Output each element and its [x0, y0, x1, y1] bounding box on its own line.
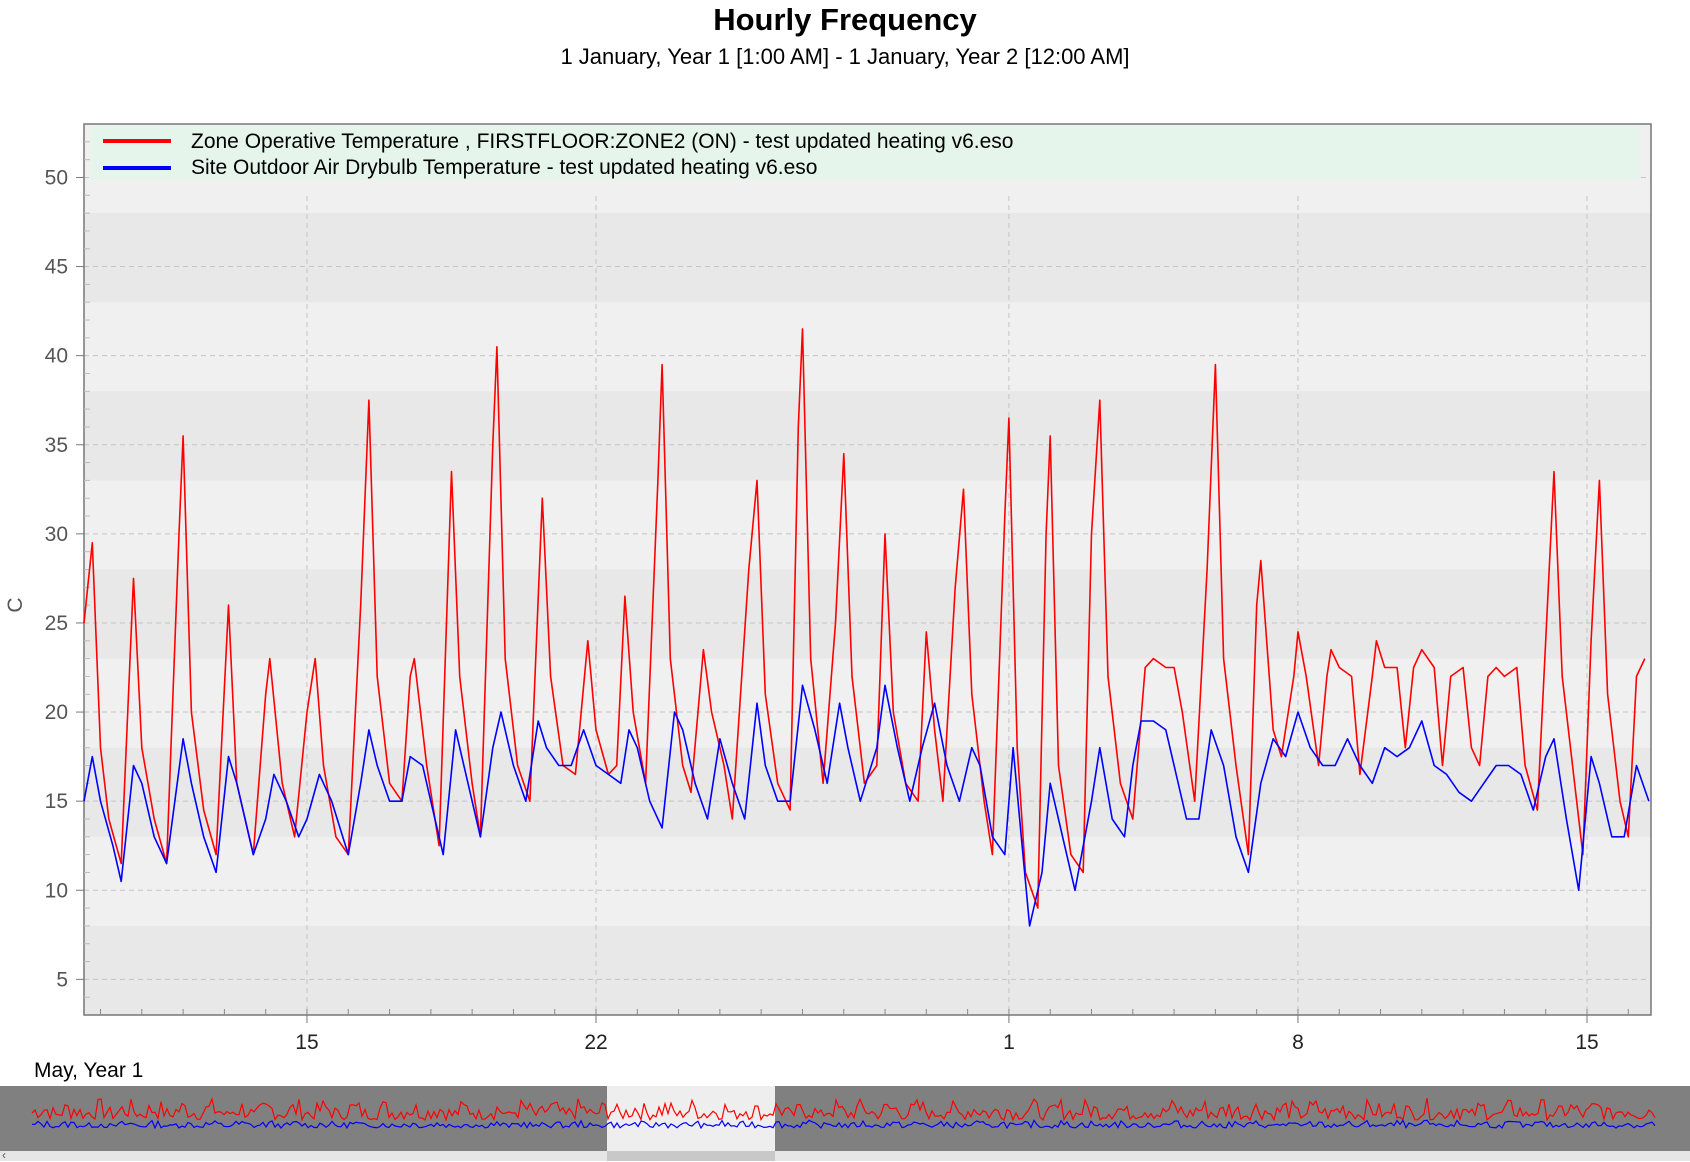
overview-window[interactable] [607, 1086, 775, 1151]
plot-band [84, 925, 1651, 1015]
x-axis: 15 22 1 8 15 [100, 1009, 1629, 1054]
y-tick-label: 10 [45, 879, 68, 902]
x-tick-label: 22 [584, 1031, 607, 1054]
x-tick-label: 8 [1292, 1031, 1304, 1054]
legend-entry-zone[interactable]: Zone Operative Temperature , FIRSTFLOOR:… [191, 130, 1013, 153]
y-tick-label: 5 [56, 968, 68, 991]
plot-bands [84, 124, 1651, 1015]
chart-title: Hourly Frequency [713, 2, 977, 37]
y-axis: 5 10 15 20 25 30 35 40 45 50 [45, 141, 90, 998]
y-tick-label: 20 [45, 701, 68, 724]
x-tick-label: 1 [1003, 1031, 1015, 1054]
x-tick-label: 15 [295, 1031, 318, 1054]
series-layer [83, 328, 1650, 927]
overview-scrollbar[interactable] [0, 1151, 1690, 1161]
chart-subtitle: 1 January, Year 1 [1:00 AM] - 1 January,… [560, 44, 1130, 69]
period-label: May, Year 1 [34, 1059, 144, 1082]
plot-band [84, 213, 1651, 303]
y-tick-label: 30 [45, 523, 68, 546]
y-axis-label: C [4, 597, 27, 612]
y-tick-label: 15 [45, 790, 68, 813]
y-tick-label: 50 [45, 166, 68, 189]
overview-zone-line [31, 1096, 1656, 1122]
overview-navigator[interactable] [0, 1086, 1690, 1151]
legend[interactable]: Zone Operative Temperature , FIRSTFLOOR:… [92, 126, 1640, 180]
scroll-left-arrow[interactable]: ‹ [2, 1148, 6, 1162]
x-tick-label: 15 [1575, 1031, 1598, 1054]
overview-background [0, 1086, 1690, 1151]
plot-band [84, 569, 1651, 659]
series-line-zone [83, 328, 1646, 909]
overview-scroll-thumb[interactable] [607, 1151, 775, 1161]
y-tick-label: 35 [45, 434, 68, 457]
plot-band [84, 391, 1651, 481]
legend-background [92, 126, 1640, 180]
legend-entry-outdoor[interactable]: Site Outdoor Air Drybulb Temperature - t… [191, 156, 817, 179]
y-tick-label: 45 [45, 256, 68, 279]
chart-svg: 5 10 15 20 25 30 35 40 45 50 15 22 1 8 15 C Zone Oper… [4, 123, 1652, 1054]
y-tick-label: 25 [45, 612, 68, 635]
y-tick-label: 40 [45, 345, 68, 368]
plot-band [84, 747, 1651, 837]
series-line-outdoor [83, 684, 1650, 927]
overview-outdoor-line [32, 1119, 1656, 1130]
grid-lines [84, 176, 1651, 1015]
